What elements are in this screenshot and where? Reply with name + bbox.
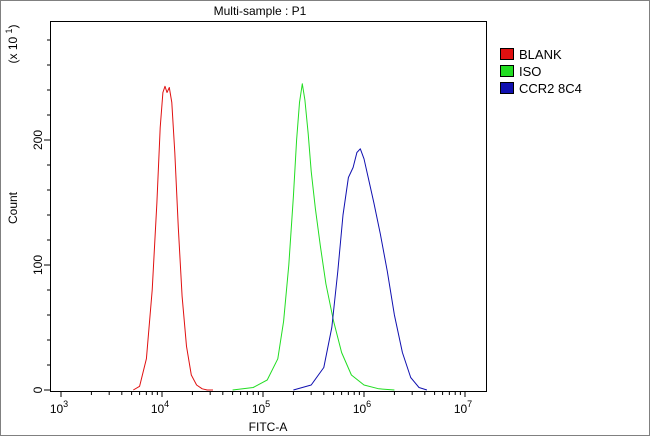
legend-label: ISO: [519, 64, 541, 79]
y-axis-label: Count: [6, 191, 20, 224]
y-multiplier-text: (x 10: [6, 37, 20, 64]
y-tick-label: 0: [31, 386, 45, 393]
x-axis-ticks: 103 104 105 106 107: [50, 391, 472, 416]
series-lines: [133, 83, 428, 391]
legend-swatch: [500, 65, 514, 77]
legend-label: CCR2 8C4: [519, 81, 582, 96]
plot-area: [50, 21, 487, 392]
x-tick-exponent: 3: [63, 399, 68, 409]
series-line-ccr2-8c4: [293, 148, 428, 391]
x-tick-exponent: 4: [164, 399, 169, 409]
x-tick-exponent: 5: [265, 399, 270, 409]
y-tick-label: 200: [31, 130, 45, 150]
x-tick-base: 10: [454, 402, 468, 416]
legend-swatch: [500, 82, 514, 94]
series-line-blank: [133, 85, 213, 391]
x-tick-label: 105: [252, 399, 270, 416]
x-tick-label: 104: [151, 399, 169, 416]
x-tick-base: 10: [50, 402, 64, 416]
x-tick-label: 103: [50, 399, 68, 416]
x-tick-exponent: 7: [467, 399, 472, 409]
legend: BLANK ISO CCR2 8C4: [500, 47, 582, 96]
y-axis-ticks: 0 100 200: [31, 39, 50, 393]
x-tick-base: 10: [252, 402, 266, 416]
legend-label: BLANK: [519, 47, 562, 62]
y-multiplier-close: ): [6, 24, 20, 28]
x-tick-exponent: 6: [366, 399, 371, 409]
legend-swatch: [500, 48, 514, 60]
y-multiplier-label: (x 10 1): [4, 24, 20, 63]
x-tick-base: 10: [151, 402, 165, 416]
x-tick-label: 107: [454, 399, 472, 416]
x-tick-label: 106: [353, 399, 371, 416]
y-multiplier-exponent: 1: [4, 28, 14, 33]
x-tick-base: 10: [353, 402, 367, 416]
y-tick-label: 100: [31, 255, 45, 275]
chart-title: Multi-sample : P1: [214, 4, 307, 18]
x-axis-label: FITC-A: [249, 420, 288, 434]
series-line-iso: [232, 83, 395, 391]
